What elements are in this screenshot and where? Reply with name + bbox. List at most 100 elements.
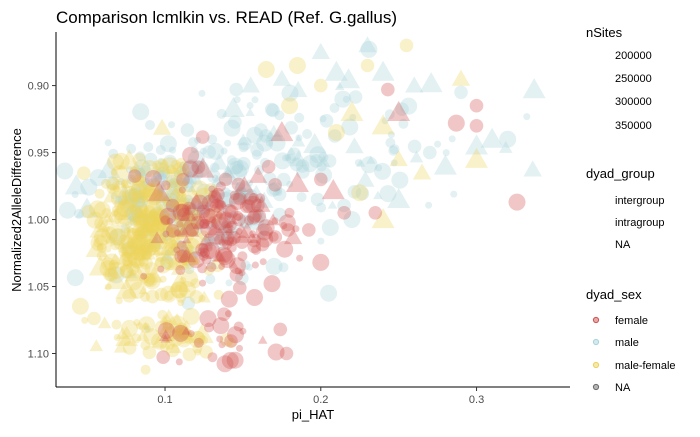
- data-point-male-female: [163, 179, 174, 190]
- data-point-male-female: [136, 322, 143, 330]
- data-point-male: [183, 197, 191, 205]
- data-point-female: [234, 213, 242, 221]
- data-point-male-female: [192, 343, 203, 354]
- data-point-male: [342, 95, 350, 103]
- data-point-male: [259, 129, 273, 143]
- data-point-male: [266, 139, 273, 147]
- data-point-male-female: [184, 203, 198, 216]
- data-point-male: [216, 108, 227, 119]
- data-point-male-female: [159, 275, 167, 283]
- data-point-male: [347, 185, 362, 199]
- data-point-female: [191, 160, 206, 174]
- data-point-female: [261, 159, 276, 174]
- data-point-male: [143, 152, 158, 167]
- data-point-male-female: [101, 208, 112, 219]
- data-point-male: [204, 257, 219, 270]
- data-point-male-female: [171, 235, 185, 248]
- y-tick-label: 0.90: [28, 81, 49, 93]
- data-point-male: [213, 233, 231, 250]
- data-point-male-female: [119, 265, 127, 272]
- data-point-male-female: [126, 227, 144, 245]
- data-point-male-female: [175, 284, 182, 292]
- data-point-female: [198, 207, 216, 225]
- data-point-male: [160, 227, 175, 241]
- data-point-male-female: [176, 194, 184, 202]
- data-point-male: [230, 163, 248, 181]
- data-point-male-female: [122, 289, 136, 303]
- data-point-male-female: [127, 240, 138, 251]
- data-point-female: [191, 213, 199, 221]
- data-point-male-female: [137, 180, 161, 201]
- data-point-female: [187, 330, 195, 338]
- data-point-male-female: [105, 224, 123, 242]
- data-point-male: [189, 213, 200, 224]
- data-point-female: [268, 231, 279, 242]
- data-point-male: [499, 130, 517, 148]
- data-point-male: [207, 142, 225, 160]
- data-point-female: [258, 335, 268, 344]
- data-point-male-female: [119, 263, 134, 278]
- data-point-female: [173, 246, 181, 254]
- data-point-male: [188, 137, 199, 148]
- data-point-male-female: [111, 181, 122, 190]
- data-point-male: [155, 195, 173, 213]
- data-point-male-female: [191, 331, 205, 345]
- data-point-female: [150, 231, 164, 244]
- data-point-female: [241, 199, 256, 213]
- data-point-female: [178, 205, 198, 222]
- data-point-male-female: [134, 231, 145, 242]
- data-point-male: [168, 178, 179, 189]
- data-point-female: [221, 352, 239, 369]
- data-point-male-female: [93, 201, 111, 219]
- data-point-male: [97, 157, 121, 178]
- data-point-male: [294, 112, 305, 123]
- data-point-male-female: [190, 323, 214, 344]
- data-point-female: [244, 215, 255, 226]
- data-point-female: [195, 130, 210, 144]
- x-tick-label: 0.2: [313, 394, 328, 406]
- legend-dyad-group: dyad_group intergroup intragroup NA: [586, 166, 665, 251]
- data-point-male-female: [226, 338, 237, 348]
- data-point-male: [182, 159, 200, 176]
- data-point-male-female: [142, 183, 157, 197]
- data-point-male: [256, 134, 274, 152]
- data-point-male: [56, 162, 74, 180]
- data-point-male-female: [140, 340, 151, 351]
- data-point-female: [226, 236, 237, 247]
- data-point-male: [384, 109, 395, 120]
- data-point-male-female: [129, 167, 143, 181]
- data-point-male: [183, 182, 194, 193]
- data-point-male: [309, 154, 324, 168]
- data-point-male: [165, 212, 180, 227]
- data-point-male: [295, 159, 310, 173]
- data-point-female: [214, 199, 225, 210]
- data-point-male: [240, 260, 251, 271]
- data-point-male: [205, 183, 224, 200]
- data-point-male: [288, 80, 308, 98]
- data-point-male-female: [131, 229, 139, 237]
- data-point-male-female: [193, 257, 200, 265]
- data-point-male-female: [340, 100, 364, 121]
- data-point-female: [469, 119, 484, 133]
- data-point-male-female: [120, 178, 131, 189]
- data-point-male-female: [172, 161, 190, 179]
- data-point-male-female: [197, 290, 211, 303]
- data-point-female: [197, 247, 205, 255]
- data-point-male: [179, 161, 190, 172]
- data-point-male: [156, 187, 164, 195]
- data-point-male-female: [133, 229, 147, 243]
- data-point-male: [172, 207, 183, 218]
- data-point-male: [75, 197, 99, 218]
- data-point-male: [348, 90, 363, 104]
- data-point-male: [425, 201, 433, 209]
- data-point-male: [138, 180, 148, 191]
- data-point-male: [232, 189, 247, 203]
- data-point-male: [166, 188, 180, 202]
- data-point-female: [165, 224, 180, 238]
- data-point-male-female: [130, 203, 138, 211]
- data-point-male-female: [123, 227, 131, 235]
- data-point-male-female: [140, 321, 151, 330]
- data-point-male: [170, 207, 181, 218]
- data-point-female: [224, 334, 238, 348]
